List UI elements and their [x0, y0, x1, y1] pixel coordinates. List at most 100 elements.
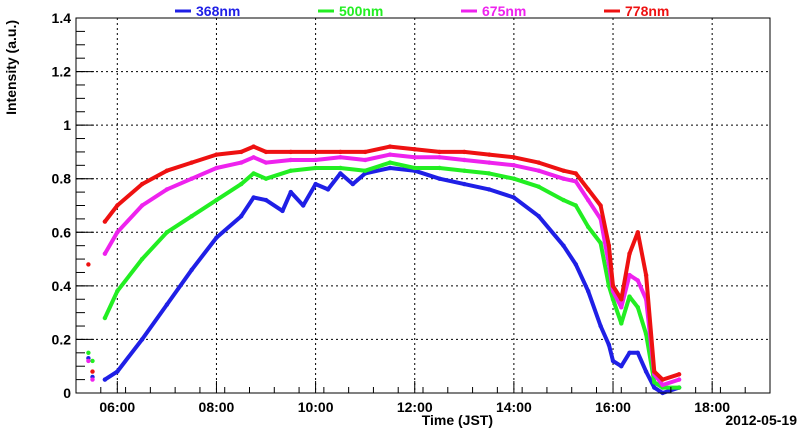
- data-point: [676, 377, 682, 382]
- data-point: [511, 195, 517, 200]
- data-point: [288, 189, 293, 195]
- data-point: [619, 364, 624, 369]
- x-tick-label: 16:00: [595, 399, 631, 415]
- data-point: [251, 144, 256, 149]
- data-point: [610, 358, 616, 364]
- data-point: [652, 369, 657, 374]
- data-point: [90, 369, 95, 374]
- data-point: [412, 165, 417, 171]
- data-point: [251, 195, 256, 200]
- data-point: [573, 262, 578, 267]
- data-point: [313, 157, 318, 163]
- data-point: [338, 149, 343, 155]
- y-tick-label: 0.8: [52, 171, 72, 187]
- legend: 368nm 500nm 675nm 778nm: [175, 3, 669, 19]
- data-point: [635, 350, 640, 355]
- series-500nm: [86, 160, 682, 390]
- data-point: [437, 149, 442, 155]
- data-point: [586, 224, 591, 230]
- data-point: [214, 152, 219, 157]
- data-point: [486, 171, 492, 176]
- data-point: [627, 350, 632, 355]
- data-point: [313, 149, 318, 155]
- data-point: [643, 331, 649, 337]
- legend-item: 500nm: [318, 3, 383, 19]
- data-point: [598, 203, 603, 208]
- data-point: [462, 157, 467, 163]
- data-point: [586, 289, 591, 294]
- legend-label: 675nm: [482, 3, 526, 19]
- data-point: [86, 350, 91, 355]
- data-point: [115, 369, 120, 374]
- data-point: [676, 385, 682, 390]
- data-point: [139, 203, 145, 208]
- y-tick-label: 1.2: [52, 64, 72, 80]
- data-point: [363, 149, 368, 155]
- series-line: [102, 166, 682, 395]
- date-label: 2012-05-19: [725, 412, 797, 428]
- data-point: [338, 171, 343, 176]
- data-point: [263, 149, 269, 155]
- data-point: [619, 321, 624, 326]
- y-tick-label: 1: [63, 117, 71, 133]
- data-point: [387, 165, 393, 171]
- data-point: [462, 181, 467, 187]
- data-point: [486, 160, 492, 165]
- data-point: [313, 181, 318, 187]
- data-point: [239, 160, 244, 165]
- data-point: [627, 272, 632, 278]
- data-point: [189, 160, 194, 165]
- x-tick-label: 08:00: [199, 399, 235, 415]
- data-point: [251, 171, 256, 176]
- data-point: [164, 187, 170, 192]
- data-point: [536, 184, 541, 189]
- y-axis-label: Intensity (a.u.): [3, 20, 19, 115]
- data-point: [350, 181, 355, 187]
- series-line: [102, 144, 682, 382]
- data-point: [363, 168, 368, 173]
- data-point: [263, 176, 269, 181]
- data-point: [251, 155, 256, 160]
- plot-frame: [75, 17, 771, 394]
- x-tick-label: 10:00: [298, 399, 334, 415]
- data-point: [86, 358, 91, 364]
- data-point: [619, 305, 624, 310]
- data-point: [387, 152, 393, 157]
- data-point: [437, 165, 442, 171]
- data-point: [573, 179, 578, 184]
- data-point: [164, 230, 170, 235]
- data-point: [313, 165, 318, 171]
- data-point: [635, 230, 640, 235]
- data-point: [115, 289, 120, 294]
- series-778nm: [86, 144, 682, 382]
- x-tick-label: 18:00: [694, 399, 730, 415]
- data-point: [511, 176, 517, 181]
- data-point: [139, 181, 145, 187]
- data-point: [325, 187, 331, 192]
- legend-label: 778nm: [625, 3, 669, 19]
- grid: [76, 17, 770, 394]
- data-point: [627, 294, 632, 299]
- data-point: [102, 219, 108, 224]
- legend-label: 500nm: [339, 3, 383, 19]
- data-point: [573, 171, 578, 176]
- data-point: [561, 168, 566, 173]
- data-point: [536, 168, 541, 173]
- data-point: [239, 181, 244, 187]
- data-point: [627, 251, 632, 256]
- data-point: [643, 369, 649, 374]
- y-tick-label: 0.4: [52, 278, 72, 294]
- series-675nm: [86, 152, 682, 388]
- data-point: [338, 155, 343, 160]
- data-point: [619, 297, 624, 302]
- x-tick-label: 14:00: [496, 399, 532, 415]
- data-point: [561, 197, 566, 203]
- legend-item: 778nm: [604, 3, 669, 19]
- data-point: [139, 256, 145, 262]
- data-point: [214, 235, 219, 240]
- data-point: [387, 160, 393, 165]
- data-point: [412, 147, 417, 152]
- y-tick-label: 1.4: [52, 10, 72, 26]
- data-point: [102, 315, 108, 321]
- data-point: [102, 377, 108, 382]
